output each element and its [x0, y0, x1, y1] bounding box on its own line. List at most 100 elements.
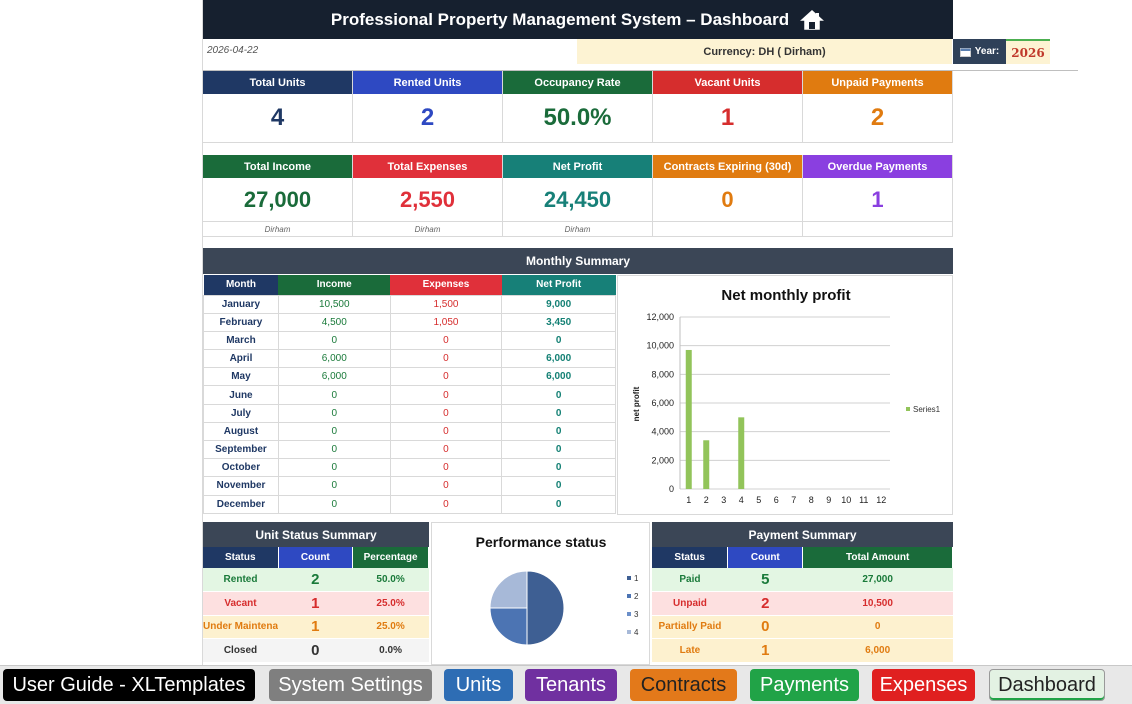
sheet-tab[interactable]: Dashboard — [989, 669, 1105, 701]
table-cell[interactable]: Closed — [203, 638, 278, 663]
sheet-tab[interactable]: Contracts — [630, 669, 737, 701]
table-cell[interactable]: 0 — [501, 385, 616, 405]
table-cell[interactable]: 1,500 — [389, 294, 503, 314]
table-cell[interactable]: 0 — [501, 458, 616, 478]
table-cell[interactable]: 0 — [727, 615, 803, 639]
table-cell[interactable]: 0 — [389, 458, 503, 478]
unit-status-header: Unit Status Summary — [203, 522, 429, 547]
sheet-tab[interactable]: Units — [444, 669, 513, 701]
table-cell[interactable]: Unpaid — [652, 591, 728, 616]
table-cell[interactable]: June — [203, 385, 279, 405]
table-cell[interactable]: 0 — [389, 403, 503, 423]
table-cell[interactable]: August — [203, 421, 279, 442]
table-cell[interactable]: 0.0% — [352, 638, 429, 663]
kpi-label: Total Units — [203, 71, 352, 94]
table-cell[interactable]: February — [203, 312, 279, 332]
table-cell[interactable]: 6,000 — [802, 638, 953, 663]
year-input[interactable]: 2026 — [1006, 39, 1050, 64]
table-cell[interactable]: 0 — [389, 349, 503, 369]
legend-label: 1 — [634, 574, 639, 583]
table-cell[interactable]: 0 — [277, 439, 391, 460]
table-row: January 10,500 1,500 9,000 — [203, 294, 616, 314]
x-tick-label: 1 — [686, 495, 691, 505]
table-cell[interactable]: September — [203, 439, 279, 460]
table-cell[interactable]: Rented — [203, 568, 278, 592]
kpi-value: 24,450 — [543, 186, 612, 212]
table-cell[interactable]: Paid — [652, 568, 728, 592]
table-cell[interactable]: 0 — [802, 615, 953, 639]
table-cell[interactable]: November — [203, 476, 279, 496]
col-count: Count — [727, 547, 804, 568]
kpi-label: Overdue Payments — [803, 155, 952, 178]
table-cell[interactable]: 25.0% — [352, 615, 429, 639]
table-cell[interactable]: July — [203, 403, 279, 423]
table-cell[interactable]: 0 — [501, 421, 616, 442]
table-cell[interactable]: 9,000 — [501, 294, 616, 314]
table-cell[interactable]: 5 — [727, 568, 803, 592]
table-cell[interactable]: 0 — [389, 476, 503, 496]
table-cell[interactable]: 6,000 — [501, 349, 616, 369]
table-cell[interactable]: December — [203, 494, 279, 514]
sheet-tab[interactable]: Expenses — [872, 669, 975, 701]
table-cell[interactable]: 2 — [727, 591, 803, 616]
kpi-value: 27,000 — [243, 186, 312, 212]
table-cell[interactable]: 27,000 — [802, 568, 953, 592]
kpi-card: Total Units 4 — [203, 71, 353, 143]
y-tick-label: 2,000 — [651, 455, 674, 465]
table-cell[interactable]: 0 — [389, 439, 503, 460]
table-cell[interactable]: October — [203, 458, 279, 478]
sheet-tab[interactable]: User Guide - XLTemplates — [3, 669, 255, 701]
table-cell[interactable]: 1,050 — [389, 312, 503, 332]
table-cell[interactable]: 2 — [278, 568, 353, 592]
kpi-unit: Dirham — [203, 221, 352, 236]
table-cell[interactable]: 0 — [277, 421, 391, 442]
table-cell[interactable]: 6,000 — [277, 367, 391, 387]
chart-title: Performance status — [476, 534, 607, 550]
table-cell[interactable]: 0 — [278, 638, 353, 663]
table-cell[interactable]: 0 — [277, 476, 391, 496]
table-cell[interactable]: 10,500 — [802, 591, 953, 616]
table-cell[interactable]: 1 — [727, 638, 803, 663]
legend-label: 4 — [634, 628, 639, 637]
legend-swatch — [627, 612, 631, 616]
table-cell[interactable]: 0 — [501, 476, 616, 496]
sheet-tab[interactable]: Tenants — [525, 669, 617, 701]
table-cell[interactable]: 0 — [501, 494, 616, 514]
table-cell[interactable]: 1 — [278, 615, 353, 639]
table-cell[interactable]: 0 — [389, 494, 503, 514]
table-cell[interactable]: 25.0% — [352, 591, 429, 616]
calendar-icon — [959, 47, 971, 57]
table-cell[interactable]: 3,450 — [501, 312, 616, 332]
table-cell[interactable]: 0 — [501, 403, 616, 423]
table-cell[interactable]: 0 — [501, 330, 616, 351]
pie-chart-svg: Performance status 1 2 3 4 — [476, 534, 639, 646]
table-cell[interactable]: 0 — [501, 439, 616, 460]
table-cell[interactable]: March — [203, 330, 279, 351]
table-cell[interactable]: May — [203, 367, 279, 387]
table-cell[interactable]: 0 — [277, 458, 391, 478]
legend-swatch — [906, 407, 910, 411]
table-cell[interactable]: January — [203, 294, 279, 314]
table-cell[interactable]: 6,000 — [277, 349, 391, 369]
table-cell[interactable]: 1 — [278, 591, 353, 616]
table-cell[interactable]: 0 — [277, 330, 391, 351]
table-cell[interactable]: April — [203, 349, 279, 369]
table-cell[interactable]: 6,000 — [501, 367, 616, 387]
table-cell[interactable]: 4,500 — [277, 312, 391, 332]
table-cell[interactable]: 50.0% — [352, 568, 429, 592]
table-cell[interactable]: Partially Paid — [652, 615, 728, 639]
table-cell[interactable]: 0 — [389, 367, 503, 387]
empty-grid-area — [0, 0, 203, 665]
table-cell[interactable]: 10,500 — [277, 294, 391, 314]
sheet-tab[interactable]: Payments — [750, 669, 859, 701]
sheet-tab[interactable]: System Settings — [269, 669, 432, 701]
table-cell[interactable]: 0 — [389, 421, 503, 442]
table-cell[interactable]: 0 — [389, 330, 503, 351]
table-cell[interactable]: 0 — [277, 403, 391, 423]
table-cell[interactable]: 0 — [277, 385, 391, 405]
table-cell[interactable]: 0 — [389, 385, 503, 405]
table-cell[interactable]: Under Maintenance — [203, 615, 278, 639]
table-cell[interactable]: Late — [652, 638, 728, 663]
table-cell[interactable]: Vacant — [203, 591, 278, 616]
table-cell[interactable]: 0 — [277, 494, 391, 514]
